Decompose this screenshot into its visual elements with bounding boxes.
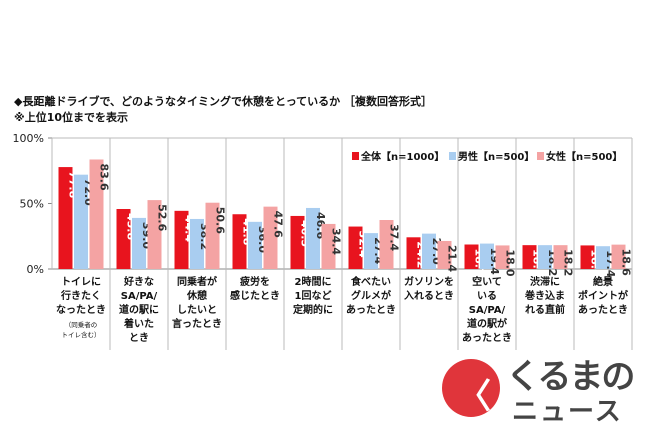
data-label: 18.2	[562, 249, 575, 276]
category-note: トイレ含む）	[62, 330, 101, 339]
bar-2	[437, 240, 452, 269]
bar-1	[538, 245, 552, 269]
bar-0	[174, 210, 189, 269]
category-label: 感じたとき	[230, 289, 280, 302]
chart-title: ◆長距離ドライブで、どのようなタイミングで休憩をとっているか ［複数回答形式］	[14, 95, 432, 108]
category-label: 好きな	[123, 275, 154, 288]
data-label: 18.6	[620, 249, 633, 276]
category-label: 巻き込ま	[524, 289, 565, 302]
category-label: 絶景	[593, 275, 613, 288]
bar-1	[422, 233, 436, 269]
data-label: 18.0	[504, 249, 517, 276]
data-label: 83.6	[98, 163, 111, 190]
legend-swatch	[537, 152, 544, 160]
category-label: 入れるとき	[404, 290, 454, 302]
bar-2	[495, 245, 510, 269]
bar-0	[464, 244, 479, 269]
bar-2	[379, 220, 394, 269]
bar-2	[147, 200, 162, 269]
category-label: 食べたい	[350, 275, 391, 288]
logo-text-1: くるまの	[506, 357, 635, 397]
bar-1	[190, 218, 204, 269]
category-label: とき	[129, 332, 149, 344]
category-label: 定期的に	[293, 303, 333, 316]
bar-1	[306, 207, 320, 269]
category-note: （同乗者の	[65, 320, 98, 329]
logo-circle	[442, 359, 500, 417]
data-label: 34.4	[330, 228, 343, 255]
category-label: 同乗者が	[177, 275, 218, 288]
y-tick-label: 100%	[13, 132, 44, 145]
category-label: 休憩	[186, 289, 207, 302]
bar-0	[232, 214, 247, 269]
bar-0	[348, 226, 363, 269]
category-label: SA/PA/	[121, 291, 158, 302]
category-label: 空いて	[472, 275, 502, 288]
legend-label: 女性【n=500】	[546, 150, 622, 163]
bar-1	[248, 221, 262, 269]
category-label: 道の駅に	[119, 303, 159, 316]
bar-0	[580, 245, 595, 269]
category-label: なったとき	[56, 304, 106, 316]
bar-1	[364, 233, 378, 269]
category-label: あったとき	[346, 303, 396, 316]
category-label: SA/PA/	[469, 305, 506, 316]
data-label: 52.6	[156, 204, 169, 231]
bar-2	[611, 244, 626, 269]
legend-label: 全体【n=1000】	[360, 150, 444, 163]
data-label: 21.4	[446, 245, 459, 272]
category-label: 着いた	[123, 317, 154, 330]
bar-0	[290, 215, 305, 269]
category-label: したいと	[177, 304, 217, 316]
category-label: 疲労を	[240, 275, 270, 288]
chart-subtitle: ※上位10位までを表示	[14, 111, 129, 124]
category-label: あったとき	[462, 331, 512, 344]
bar-1	[596, 246, 610, 269]
category-label: トイレに	[61, 276, 101, 288]
category-label: 2時間に	[295, 275, 332, 288]
category-label: 1回など	[295, 289, 332, 302]
bar-2	[89, 159, 104, 269]
y-tick-label: 0%	[27, 263, 44, 276]
category-label: いる	[477, 290, 497, 302]
bar-1	[74, 174, 88, 269]
legend-swatch	[352, 152, 359, 160]
legend-swatch	[449, 152, 456, 160]
logo-chevron-icon: 〈	[457, 377, 491, 417]
category-label: ポイントが	[578, 289, 629, 302]
bar-0	[58, 167, 73, 269]
data-label: 37.4	[388, 224, 401, 251]
kurumano-news-logo: 〈 くるまの ニュース	[442, 347, 642, 427]
bar-2	[553, 245, 568, 269]
category-label: 言ったとき	[172, 317, 222, 330]
bar-2	[321, 223, 336, 269]
bar-0	[522, 245, 537, 269]
category-label: ガソリンを	[404, 275, 454, 288]
category-label: グルメが	[351, 289, 392, 302]
data-label: 50.6	[214, 207, 227, 234]
bar-0	[116, 209, 131, 269]
y-tick-label: 50%	[20, 198, 44, 211]
bar-0	[406, 237, 421, 269]
category-label: あったとき	[578, 303, 628, 316]
category-label: 行きたく	[60, 289, 101, 302]
data-label: 47.6	[272, 211, 285, 238]
bar-2	[263, 206, 278, 269]
logo-text-2: ニュース	[512, 397, 623, 427]
category-label: 道の駅が	[467, 317, 508, 330]
category-label: 渋滞に	[530, 275, 560, 288]
bar-1	[480, 243, 494, 269]
bar-1	[132, 217, 146, 269]
legend-label: 男性【n=500】	[458, 150, 534, 163]
bar-2	[205, 202, 220, 269]
category-label: れる直前	[525, 303, 565, 316]
